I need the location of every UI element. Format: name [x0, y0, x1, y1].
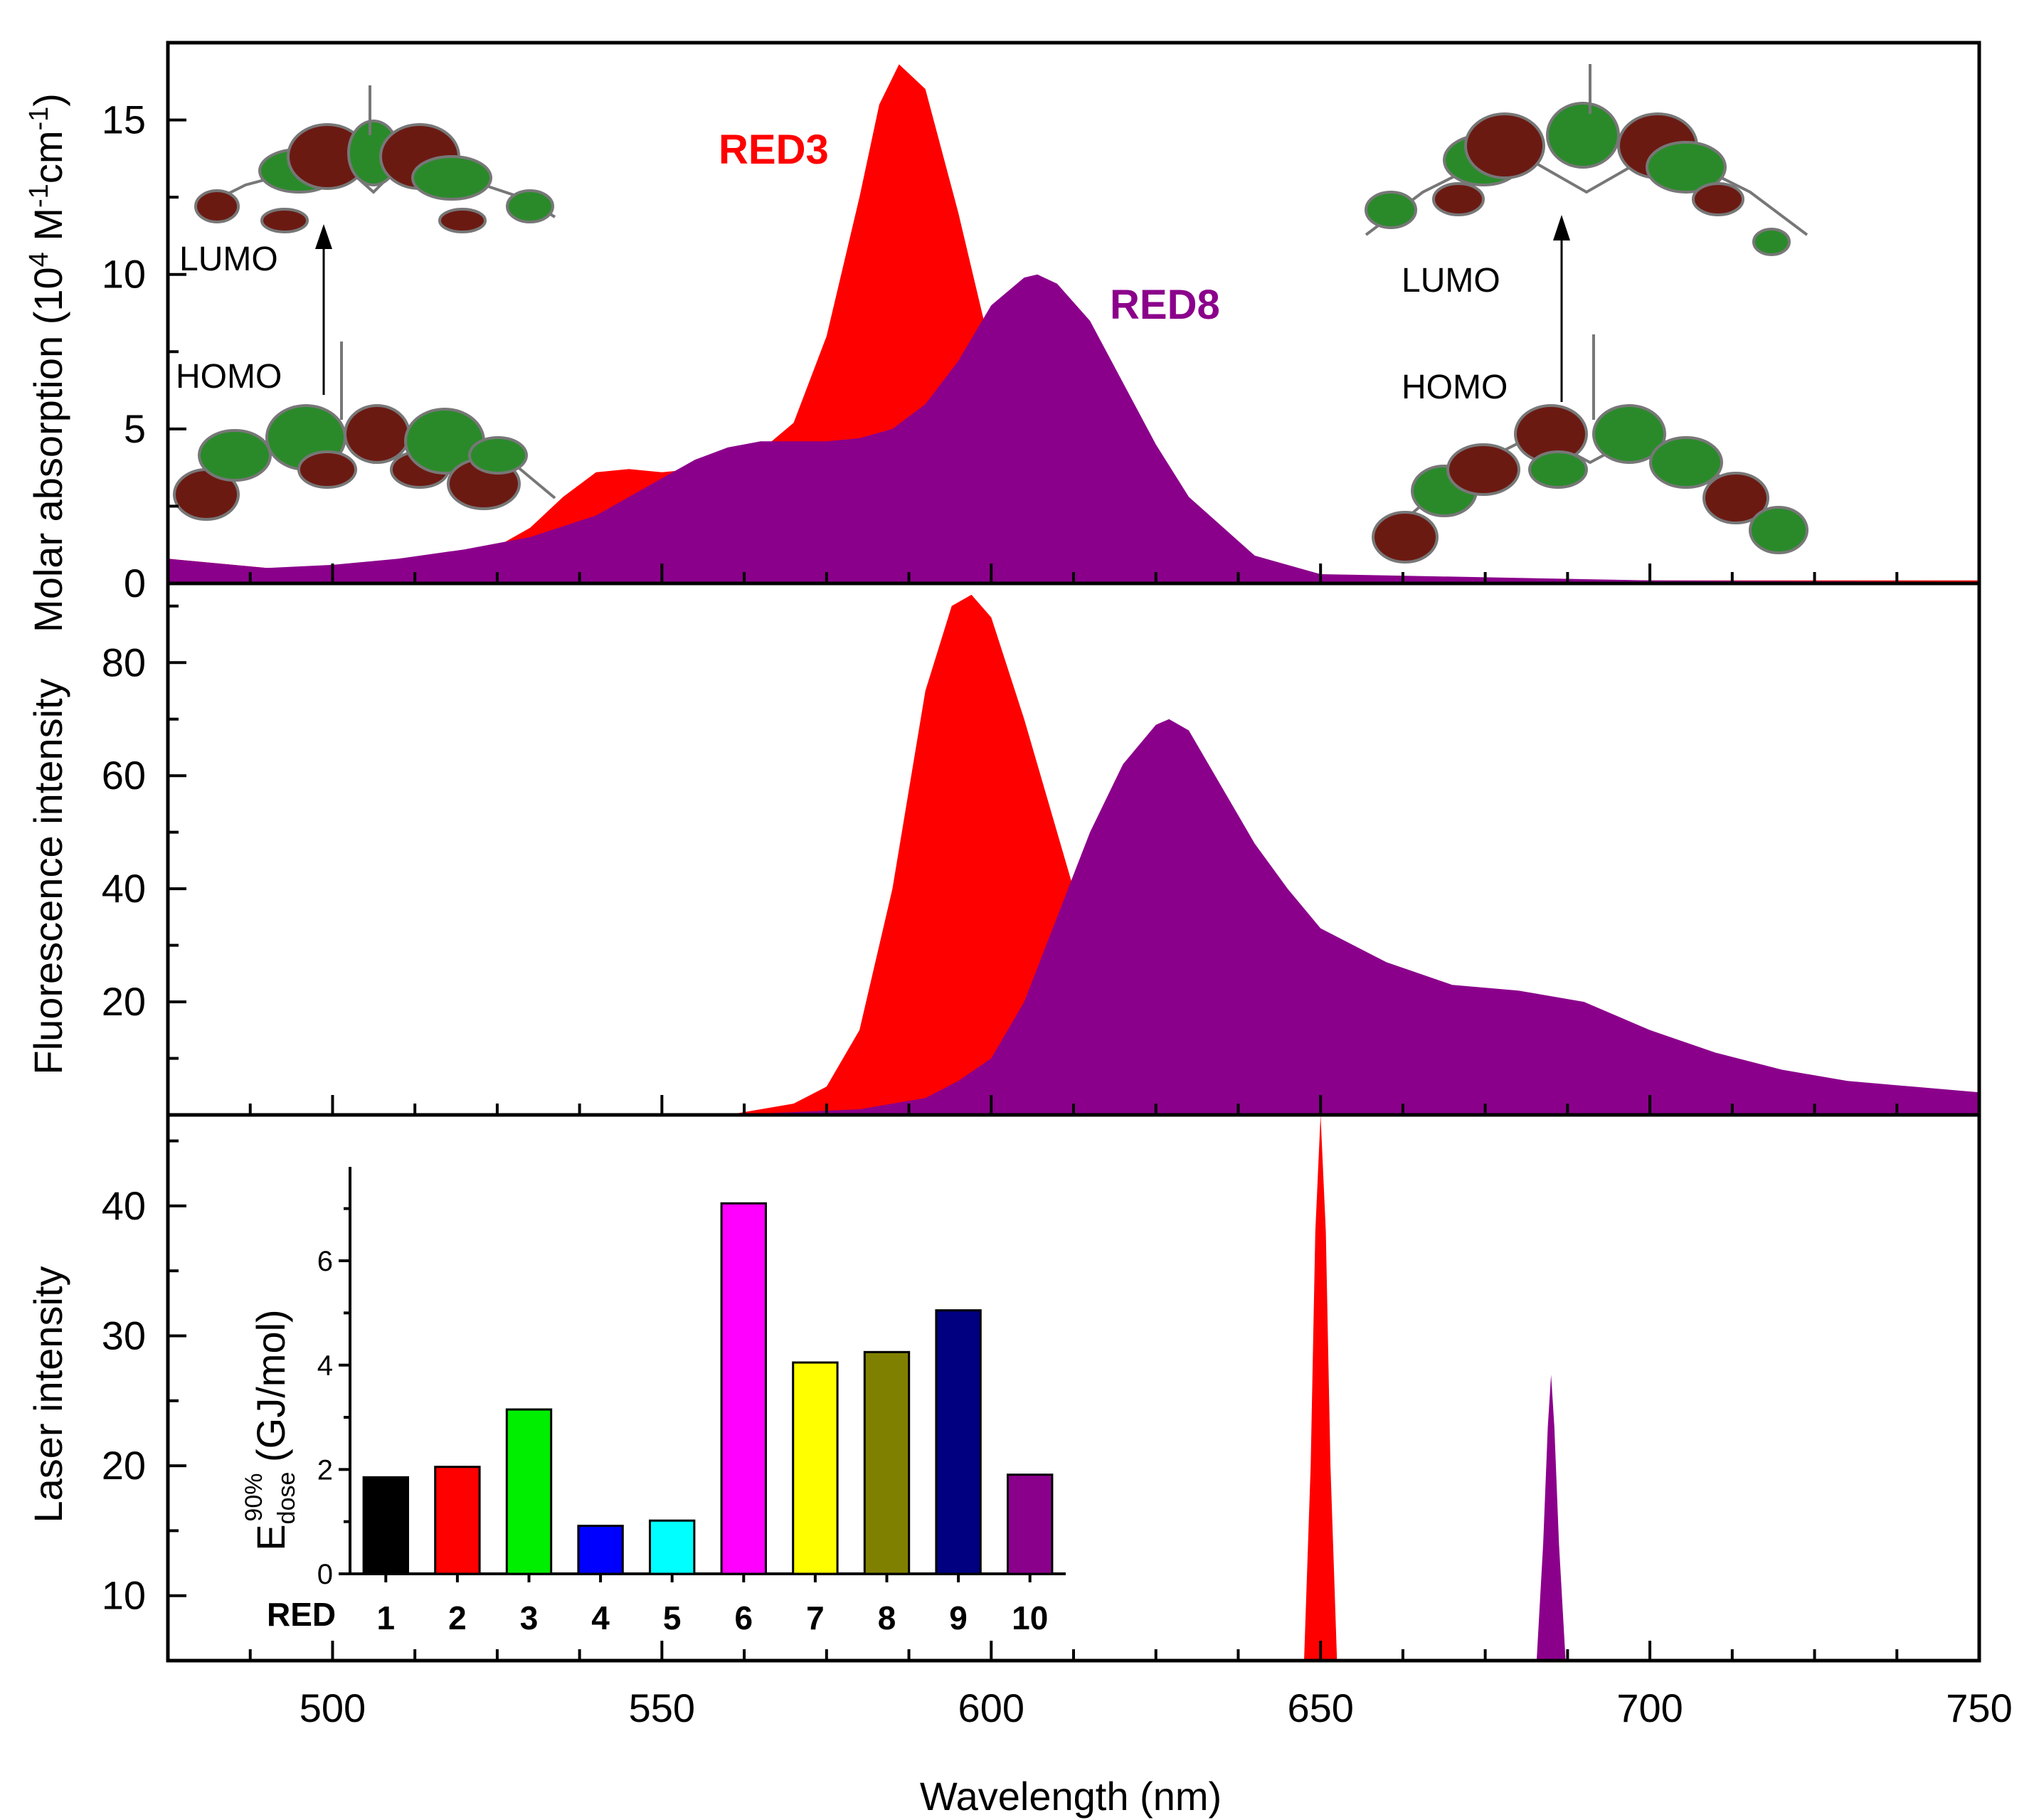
inset-category-axis-label: RED [267, 1596, 336, 1633]
inset-category-label: 7 [806, 1599, 825, 1636]
label-lumo-left: LUMO [179, 240, 278, 278]
fluorescence-y-tick-label: 80 [102, 640, 146, 684]
spectra-areas [168, 64, 1979, 1661]
laser-y-tick-label: 30 [102, 1313, 146, 1358]
absorption-y-tick-label: 0 [124, 561, 146, 605]
inset-bar-chart: 0 2 4 6 1 2 3 4 5 6 7 8 9 10 [317, 1167, 1066, 1636]
absorption-y-tick-label: 5 [124, 406, 146, 451]
inset-bar-red-5 [649, 1519, 696, 1575]
inset-bar-red-8 [863, 1350, 911, 1575]
x-tick-label: 750 [1946, 1686, 2012, 1730]
laser-y-tick-label: 40 [102, 1183, 146, 1228]
inset-category-label: 9 [949, 1599, 968, 1636]
inset-bar-red-6 [720, 1202, 767, 1575]
inset-category-label: 6 [735, 1599, 753, 1636]
lumo-orbital-left [194, 85, 556, 233]
ylabel-laser: Laser intensity [26, 1266, 70, 1523]
fluorescence-y-tick-label: 20 [102, 979, 146, 1024]
inset-category-label: 3 [520, 1599, 539, 1636]
laser-red3-area [1304, 1115, 1338, 1661]
ylabel-fluorescence: Fluorescence intensity [26, 678, 70, 1074]
ylabel-absorption: Molar absorption (104 M-1cm-1) [24, 93, 70, 633]
inset-bar-red-10 [1007, 1474, 1054, 1575]
inset-category-label: 10 [1012, 1599, 1048, 1636]
inset-bar-red-7 [792, 1361, 839, 1575]
inset-y-tick-label: 2 [317, 1454, 333, 1486]
laser-y-tick-label: 20 [102, 1443, 146, 1488]
arrow-left-head [315, 224, 332, 249]
inset-category-label: 4 [591, 1599, 610, 1636]
inset-ylabel: Edose90% (GJ/mol) [240, 1309, 300, 1550]
transition-arrows [315, 215, 1570, 402]
homo-orbital-left [173, 342, 556, 521]
x-tick-label: 600 [958, 1686, 1024, 1730]
inset-bar-red-2 [434, 1466, 481, 1575]
arrow-right-head [1553, 215, 1570, 240]
inset-bar-red-4 [577, 1525, 624, 1575]
xlabel: Wavelength (nm) [920, 1774, 1222, 1819]
label-red8: RED8 [1110, 282, 1220, 328]
label-red3: RED3 [719, 127, 829, 173]
inset-category-label: 1 [377, 1599, 396, 1636]
inset-y-tick-label: 4 [317, 1350, 333, 1382]
x-tick-label: 550 [629, 1686, 695, 1730]
fluorescence-y-tick-label: 60 [102, 753, 146, 798]
laser-red8-area [1536, 1375, 1566, 1661]
inset-bar-red-1 [362, 1476, 409, 1575]
inset-y-tick-label: 0 [317, 1559, 333, 1590]
x-tick-label: 700 [1616, 1686, 1683, 1730]
absorption-y-tick-label: 10 [102, 252, 146, 297]
inset-y-tick-label: 6 [317, 1246, 333, 1277]
absorption-red8-area [168, 274, 1979, 583]
fluorescence-y-tick-label: 40 [102, 866, 146, 911]
inset-bar-red-3 [505, 1408, 553, 1575]
homo-orbital-right [1372, 334, 1808, 564]
fluorescence-red3-area [727, 594, 1321, 1115]
fluorescence-red8-area [727, 719, 1979, 1115]
x-tick-label: 500 [300, 1686, 366, 1730]
label-lumo-right: LUMO [1402, 262, 1500, 300]
inset-bar-red-9 [935, 1309, 982, 1575]
laser-y-tick-label: 10 [102, 1573, 146, 1618]
x-tick-label: 650 [1287, 1686, 1353, 1730]
inset-category-label: 8 [878, 1599, 896, 1636]
label-homo-left: HOMO [176, 358, 282, 396]
label-homo-right: HOMO [1402, 369, 1508, 406]
absorption-y-tick-label: 15 [102, 97, 146, 142]
lumo-orbital-right [1365, 64, 1808, 256]
inset-category-label: 2 [448, 1599, 467, 1636]
inset-category-label: 5 [663, 1599, 682, 1636]
orbital-illustrations [173, 64, 1808, 564]
